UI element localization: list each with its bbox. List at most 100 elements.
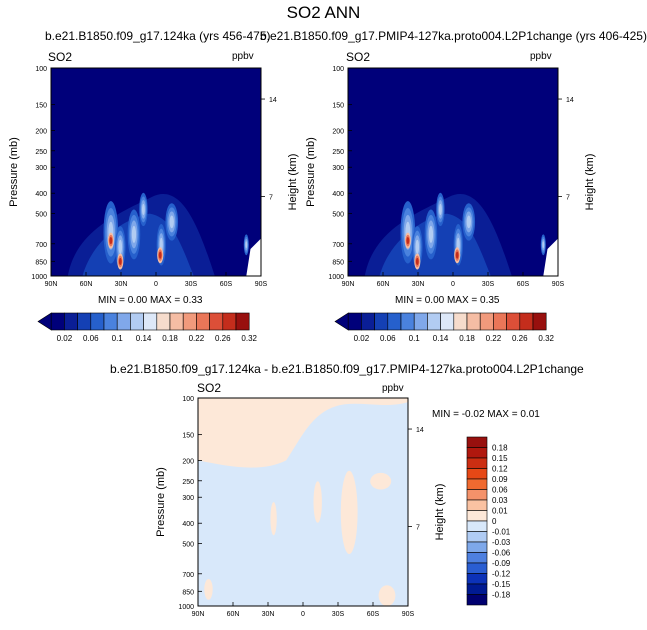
colorbar-cell xyxy=(506,312,521,331)
panel1-plot xyxy=(50,67,265,277)
y-tick-label: 400 xyxy=(182,521,194,528)
y-axis-title: Pressure (mb) xyxy=(8,137,20,207)
colorbar-cell xyxy=(116,312,131,331)
colorbar-cell xyxy=(466,573,488,585)
y2-axis-title: Height (km) xyxy=(584,154,596,211)
y-tick-label: 700 xyxy=(35,242,47,249)
colorbar-cell xyxy=(209,312,224,331)
x-tick-label: 30N xyxy=(262,611,275,618)
y-tick-label: 700 xyxy=(332,242,344,249)
colorbar-cell xyxy=(413,312,428,331)
colorbar-cell xyxy=(466,468,488,480)
plume-contour xyxy=(169,215,174,229)
colorbar-cell xyxy=(235,312,250,331)
colorbar-label: 0.26 xyxy=(512,334,528,343)
colorbar-cell xyxy=(103,312,118,331)
panel3-title: b.e21.B1850.f09_g17.124ka - b.e21.B1850.… xyxy=(110,362,584,376)
colorbar-label: 0.1 xyxy=(409,334,421,343)
colorbar-cell xyxy=(196,312,210,331)
x-tick-label: 0 xyxy=(451,281,455,288)
colorbar-cell xyxy=(519,312,534,331)
colorbar-cell xyxy=(466,562,488,574)
colorbar-label: -0.01 xyxy=(492,528,511,537)
colorbar-cell xyxy=(466,489,488,501)
y2-tick-label: 7 xyxy=(566,195,570,202)
colorbar-label: 0.18 xyxy=(492,444,508,453)
colorbar-label: -0.03 xyxy=(492,538,511,547)
colorbar-label: 0.14 xyxy=(136,334,152,343)
x-tick-label: 0 xyxy=(154,281,158,288)
peak-contour xyxy=(415,257,419,266)
y-tick-label: 500 xyxy=(332,211,344,218)
colorbar-cell xyxy=(347,312,362,331)
y-tick-label: 100 xyxy=(35,66,47,73)
missing-data xyxy=(543,238,558,276)
colorbar-label: 0.03 xyxy=(492,496,508,505)
colorbar-label: 0.06 xyxy=(83,334,99,343)
missing-data xyxy=(246,238,261,276)
colorbar-label: 0.12 xyxy=(492,465,508,474)
x-tick-label: 30S xyxy=(482,281,495,288)
colorbar-cell xyxy=(427,312,441,331)
panel3-left-string: SO2 xyxy=(197,381,222,395)
panel3-plot xyxy=(197,397,412,607)
colorbar-cell xyxy=(466,510,488,522)
plume-contour xyxy=(466,215,471,229)
y-tick-label: 1000 xyxy=(31,274,47,281)
plume-contour xyxy=(141,203,145,216)
x-tick-label: 30N xyxy=(412,281,425,288)
x-tick-label: 90S xyxy=(552,281,565,288)
y-tick-label: 300 xyxy=(332,165,344,172)
positive-region xyxy=(340,470,358,554)
panel1-minmax: MIN = 0.00 MAX = 0.33 xyxy=(98,295,203,306)
colorbar-cell xyxy=(387,312,402,331)
panel1-left-string: SO2 xyxy=(48,50,73,64)
y2-axis-title: Height (km) xyxy=(434,484,446,541)
x-tick-label: 60S xyxy=(517,281,530,288)
colorbar-cell xyxy=(77,312,92,331)
colorbar-cell xyxy=(532,312,547,331)
peak-contour xyxy=(455,251,459,259)
x-tick-label: 30S xyxy=(185,281,198,288)
y-tick-label: 150 xyxy=(35,103,47,110)
panel1-colorbar xyxy=(37,312,250,331)
colorbar-label: -0.18 xyxy=(492,591,511,600)
peak-contour xyxy=(158,251,162,259)
x-tick-label: 60N xyxy=(377,281,390,288)
negative-region xyxy=(313,408,408,471)
x-tick-label: 30N xyxy=(115,281,128,288)
colorbar-cell xyxy=(50,312,65,331)
colorbar-cell xyxy=(182,312,197,331)
positive-region xyxy=(204,578,213,600)
colorbar-label: 0.22 xyxy=(189,334,205,343)
panel2-plot xyxy=(347,67,562,277)
positive-region xyxy=(378,585,396,606)
colorbar-label: -0.12 xyxy=(492,570,511,579)
colorbar-cell xyxy=(466,436,488,448)
plume-contour xyxy=(415,239,420,254)
y-tick-label: 250 xyxy=(35,149,47,156)
x-tick-label: 90S xyxy=(255,281,268,288)
positive-region xyxy=(270,502,277,536)
y-axis-title: Pressure (mb) xyxy=(305,137,317,207)
peak-contour xyxy=(406,237,410,245)
colorbar-end xyxy=(37,312,52,331)
figure-title: SO2 ANN xyxy=(286,3,361,22)
colorbar-cell xyxy=(169,312,184,331)
positive-region xyxy=(370,472,392,490)
colorbar-label: 0.09 xyxy=(492,475,508,484)
colorbar-cell xyxy=(466,478,488,490)
colorbar-label: 0.14 xyxy=(433,334,449,343)
panel3-field xyxy=(198,398,408,606)
colorbar-cell xyxy=(479,312,494,331)
colorbar-label: 0.01 xyxy=(492,507,508,516)
x-tick-label: 90N xyxy=(192,611,205,618)
colorbar-label: 0.15 xyxy=(492,454,508,463)
colorbar-cell xyxy=(466,541,488,553)
panel2-title: b.e21.B1850.f09_g17.PMIP4-127ka.proto004… xyxy=(260,29,647,43)
peak-contour xyxy=(118,257,122,266)
colorbar-cell xyxy=(361,312,375,331)
panel1-title: b.e21.B1850.f09_g17.124ka (yrs 456-475) xyxy=(45,29,271,43)
x-tick-label: 60N xyxy=(227,611,240,618)
x-tick-label: 90S xyxy=(402,611,415,618)
